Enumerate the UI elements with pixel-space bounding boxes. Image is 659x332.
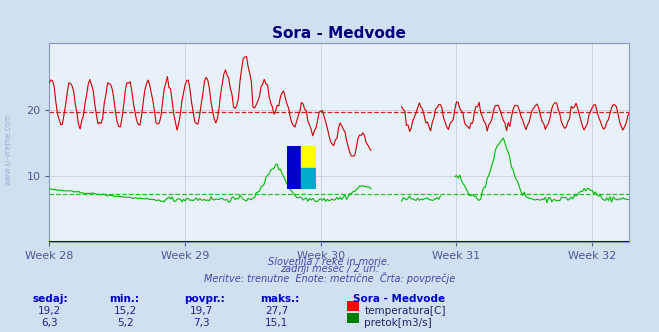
- Title: Sora - Medvode: Sora - Medvode: [272, 26, 407, 41]
- Text: 7,3: 7,3: [192, 318, 210, 328]
- Text: 5,2: 5,2: [117, 318, 134, 328]
- Text: 19,7: 19,7: [189, 306, 213, 316]
- Text: povpr.:: povpr.:: [185, 294, 225, 304]
- Text: sedaj:: sedaj:: [33, 294, 69, 304]
- Text: Slovenija / reke in morje.: Slovenija / reke in morje.: [268, 257, 391, 267]
- Bar: [302, 168, 316, 189]
- Text: 15,1: 15,1: [265, 318, 289, 328]
- Text: pretok[m3/s]: pretok[m3/s]: [364, 318, 432, 328]
- Text: 27,7: 27,7: [265, 306, 289, 316]
- Text: zadnji mesec / 2 uri.: zadnji mesec / 2 uri.: [280, 264, 379, 274]
- Bar: [287, 168, 302, 189]
- Text: 19,2: 19,2: [38, 306, 61, 316]
- Text: min.:: min.:: [109, 294, 139, 304]
- Text: 15,2: 15,2: [113, 306, 137, 316]
- Text: maks.:: maks.:: [260, 294, 300, 304]
- Text: www.si-vreme.com: www.si-vreme.com: [3, 114, 13, 185]
- Text: Sora - Medvode: Sora - Medvode: [353, 294, 445, 304]
- Text: 6,3: 6,3: [41, 318, 58, 328]
- Bar: [302, 146, 316, 168]
- Bar: [287, 146, 302, 168]
- Text: temperatura[C]: temperatura[C]: [364, 306, 446, 316]
- Text: Meritve: trenutne  Enote: metrične  Črta: povprečje: Meritve: trenutne Enote: metrične Črta: …: [204, 272, 455, 284]
